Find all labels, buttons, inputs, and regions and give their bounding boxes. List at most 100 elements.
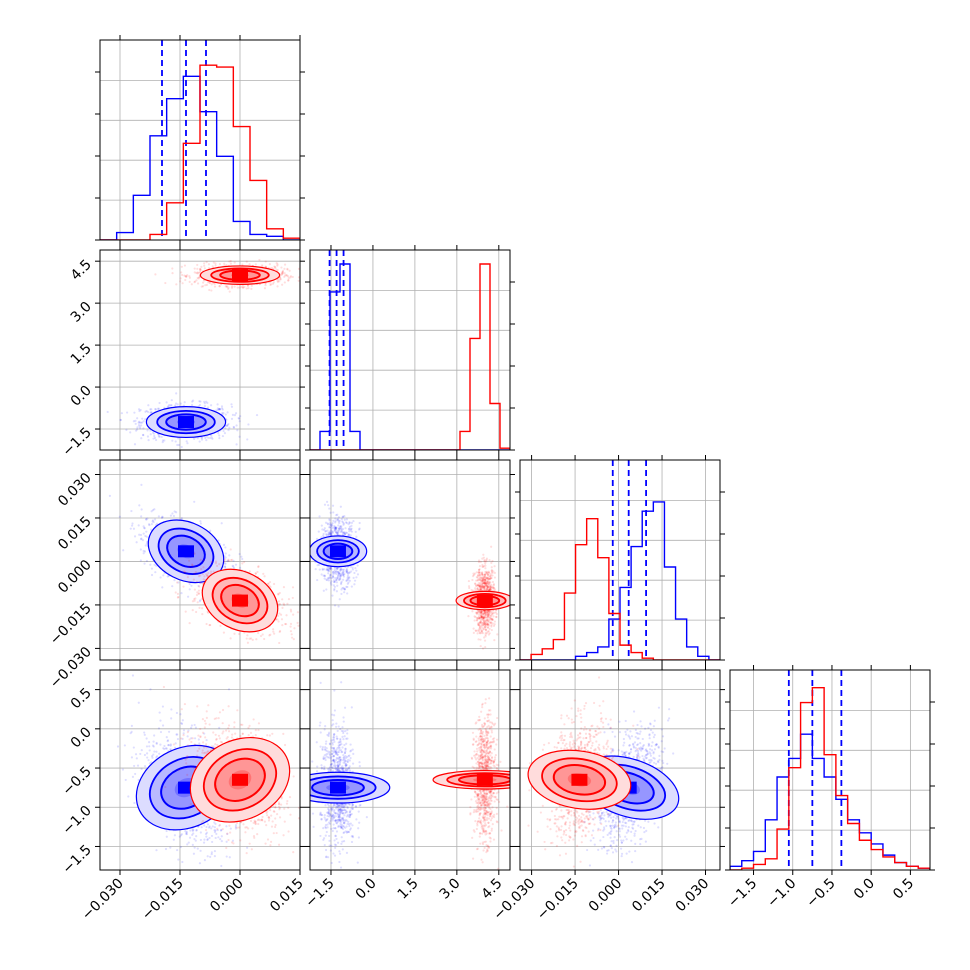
scatter-point [472,589,475,592]
scatter-point [198,403,202,407]
scatter-point [492,583,496,586]
scatter-point [144,517,148,521]
scatter-point [331,574,335,577]
scatter-point [186,576,189,579]
y-tick-label: 1.5 [68,341,95,368]
scatter-point [197,584,200,588]
scatter-point [289,608,292,611]
scatter-point [489,588,492,591]
scatter-point [287,279,290,282]
scatter-point [347,533,350,536]
scatter-point [328,507,331,510]
scatter-point [139,538,143,541]
scatter-point [152,432,156,435]
scatter-point [345,569,348,572]
scatter-point [292,638,295,641]
scatter-point [476,611,479,614]
scatter-point [276,279,279,282]
scatter-point [140,483,143,486]
scatter-point [342,531,345,534]
scatter-point [484,628,487,631]
scatter-point [138,533,141,536]
scatter-point [356,564,359,567]
scatter-point [336,570,340,573]
scatter-point [184,610,187,613]
scatter-point [274,267,277,270]
scatter-point [337,574,340,577]
scatter-point [238,435,241,438]
scatter-point [488,618,491,622]
scatter-point [208,566,211,569]
scatter-point [199,599,202,602]
scatter-point [327,523,330,526]
scatter-point [331,570,335,573]
scatter-point [209,570,213,573]
scatter-point [221,434,225,438]
scatter-point [237,416,240,420]
scatter-point [475,612,479,616]
scatter-point [268,263,271,266]
scatter-point [198,606,201,609]
scatter-point [191,609,194,612]
scatter-point [334,527,337,530]
scatter-point [257,631,260,635]
scatter-point [199,574,202,577]
scatter-point [341,530,344,534]
scatter-point [332,519,335,522]
scatter-point [205,260,208,264]
scatter-point [164,281,167,285]
scatter-point [143,526,146,529]
scatter-point [246,634,249,637]
scatter-point [211,437,214,440]
scatter-point [346,585,349,589]
scatter-point [338,572,341,575]
scatter-point [491,586,494,589]
scatter-point [224,285,227,288]
scatter-point [199,558,202,562]
scatter-point [218,563,221,566]
scatter-point [122,549,125,552]
y-tick-label: −0.015 [47,600,95,648]
scatter-point [193,281,196,284]
scatter-point [240,555,243,558]
scatter-point [340,582,343,586]
scatter-point [186,442,189,445]
scatter-point [353,571,356,575]
scatter-point [331,571,335,574]
scatter-point [201,573,204,576]
scatter-point [286,267,289,271]
scatter-point [238,566,242,569]
scatter-point [479,588,482,591]
scatter-point [479,585,482,588]
scatter-point [263,637,266,641]
scatter-point [223,565,227,568]
scatter-point [228,554,231,557]
scatter-point [334,570,338,573]
scatter-point [282,602,285,605]
scatter-point [249,637,253,640]
scatter-point [108,494,112,497]
scatter-point [325,567,329,570]
scatter-point [161,515,164,518]
scatter-point [346,592,349,595]
scatter-point [481,573,484,576]
y-tick-label: 0.000 [55,557,95,597]
scatter-point [487,621,491,624]
scatter-point [342,573,345,576]
scatter-point [302,280,304,282]
scatter-point [163,439,166,442]
scatter-point [481,581,484,584]
scatter-point [195,580,198,583]
scatter-point [220,522,223,525]
scatter-point [327,568,330,571]
scatter-point [209,436,212,440]
scatter-point [220,407,224,410]
scatter-point [322,532,325,536]
scatter-point [271,282,275,285]
scatter-point [267,582,270,585]
scatter-point [281,272,284,275]
scatter-point [484,633,487,636]
scatter-point [289,275,293,278]
scatter-point [472,631,475,634]
scatter-point [490,566,493,569]
